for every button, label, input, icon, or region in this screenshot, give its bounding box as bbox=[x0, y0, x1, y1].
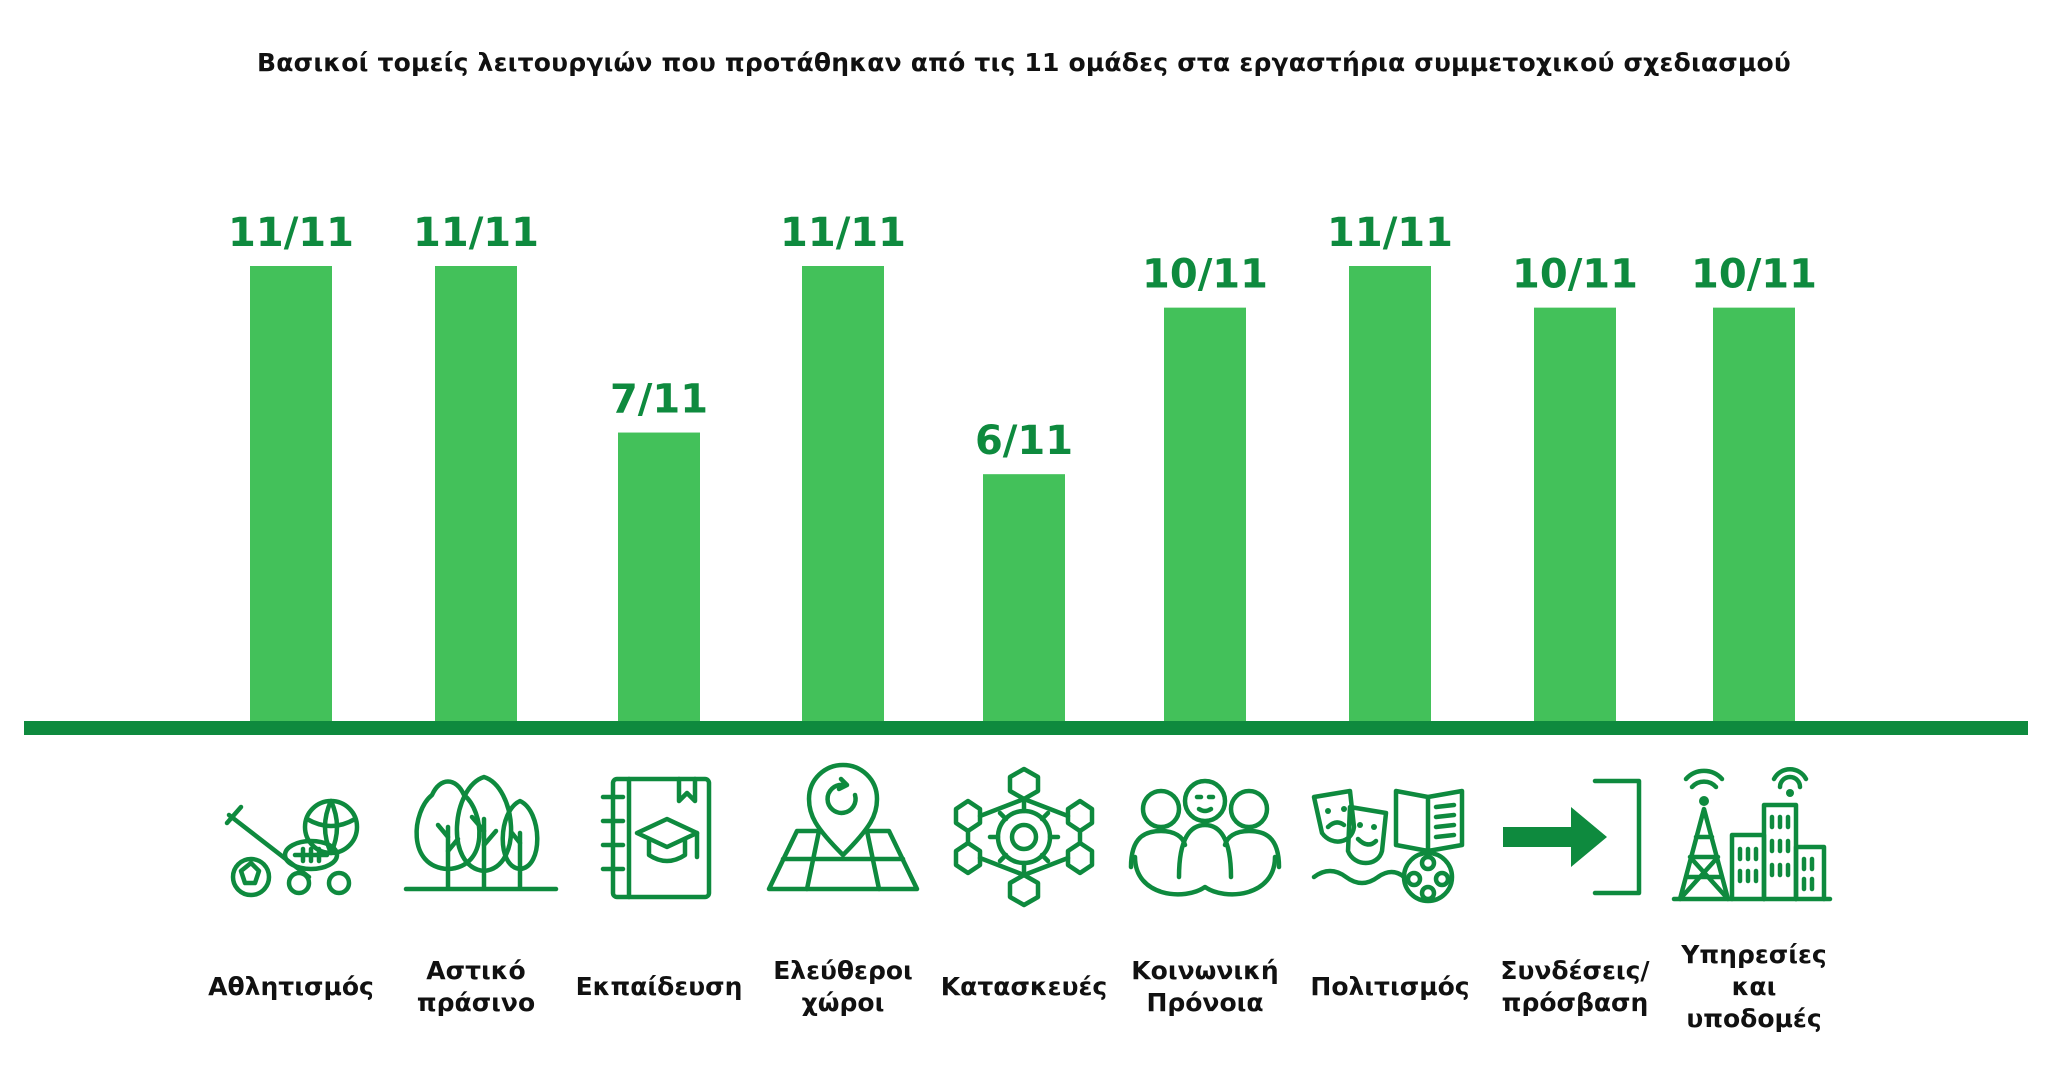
bar-1 bbox=[250, 266, 332, 724]
icons-layer bbox=[224, 762, 1833, 908]
category-label-line: Συνδέσεις/ bbox=[1500, 956, 1650, 985]
access-arrow-door-icon bbox=[1503, 778, 1642, 896]
construction-network-icon bbox=[953, 766, 1095, 908]
category-label-2: Αστικό πράσινο bbox=[417, 956, 535, 1017]
sports-icon bbox=[224, 798, 360, 898]
data-label-7: 11/11 bbox=[1327, 210, 1453, 256]
category-label-line: Αθλητισμός bbox=[208, 972, 374, 1001]
category-label-line: Κατασκευές bbox=[941, 972, 1107, 1001]
data-label-5: 6/11 bbox=[975, 418, 1073, 464]
category-label-4: Ελεύθεροι χώροι bbox=[773, 956, 913, 1017]
data-label-2: 11/11 bbox=[413, 210, 539, 256]
chart-title: Βασικοί τομείς λειτουργιών που προτάθηκα… bbox=[257, 48, 1791, 77]
category-label-6: Κοινωνική Πρόνοια bbox=[1131, 956, 1278, 1017]
category-label-5: Κατασκευές bbox=[941, 972, 1107, 1001]
category-label-1: Αθλητισμός bbox=[208, 972, 374, 1001]
category-label-9: Υπηρεσίες και υποδομές bbox=[1680, 940, 1826, 1033]
bar-4 bbox=[802, 266, 884, 724]
trees-icon bbox=[403, 774, 559, 892]
data-label-3: 7/11 bbox=[610, 377, 708, 423]
category-label-7: Πολιτισμός bbox=[1310, 972, 1469, 1001]
category-label-line: Πρόνοια bbox=[1146, 988, 1263, 1017]
category-label-line: υποδομές bbox=[1686, 1004, 1821, 1033]
category-label-line: Εκπαίδευση bbox=[576, 972, 743, 1001]
category-label-line: Πολιτισμός bbox=[1310, 972, 1469, 1001]
map-pin-icon bbox=[766, 762, 920, 892]
chart-baseline bbox=[24, 721, 2028, 735]
bar-6 bbox=[1164, 307, 1246, 724]
culture-theatre-icon bbox=[1311, 788, 1465, 904]
category-label-line: πρόσβαση bbox=[1502, 988, 1649, 1017]
bars-layer: 11/11 11/11 7/11 11/11 6/11 10/11 11/11 10/11 10… bbox=[228, 210, 1817, 724]
category-label-line: Κοινωνική bbox=[1131, 956, 1278, 985]
data-label-9: 10/11 bbox=[1691, 252, 1817, 298]
category-label-line: και bbox=[1732, 972, 1777, 1001]
category-label-line: Αστικό bbox=[426, 956, 525, 985]
data-label-1: 11/11 bbox=[228, 210, 354, 256]
bar-5 bbox=[983, 474, 1065, 724]
category-labels-layer: Αθλητισμός Αστικό πράσινο Εκπαίδευση Ελεύθερ… bbox=[208, 940, 1827, 1033]
bar-3 bbox=[618, 432, 700, 724]
data-label-6: 10/11 bbox=[1142, 252, 1268, 298]
category-label-8: Συνδέσεις/πρόσβαση bbox=[1500, 956, 1650, 1017]
category-label-line: Υπηρεσίες bbox=[1680, 940, 1826, 969]
data-label-4: 11/11 bbox=[780, 210, 906, 256]
data-label-8: 10/11 bbox=[1512, 252, 1638, 298]
bar-2 bbox=[435, 266, 517, 724]
category-label-line: πράσινο bbox=[417, 988, 535, 1017]
bar-8 bbox=[1534, 307, 1616, 724]
bar-9 bbox=[1713, 307, 1795, 724]
social-care-people-icon bbox=[1128, 778, 1282, 897]
infrastructure-city-icon bbox=[1671, 767, 1833, 902]
bar-7 bbox=[1349, 266, 1431, 724]
category-label-line: Ελεύθεροι bbox=[773, 956, 913, 985]
category-label-line: χώροι bbox=[802, 988, 885, 1017]
education-book-icon bbox=[600, 776, 712, 900]
category-label-3: Εκπαίδευση bbox=[576, 972, 743, 1001]
